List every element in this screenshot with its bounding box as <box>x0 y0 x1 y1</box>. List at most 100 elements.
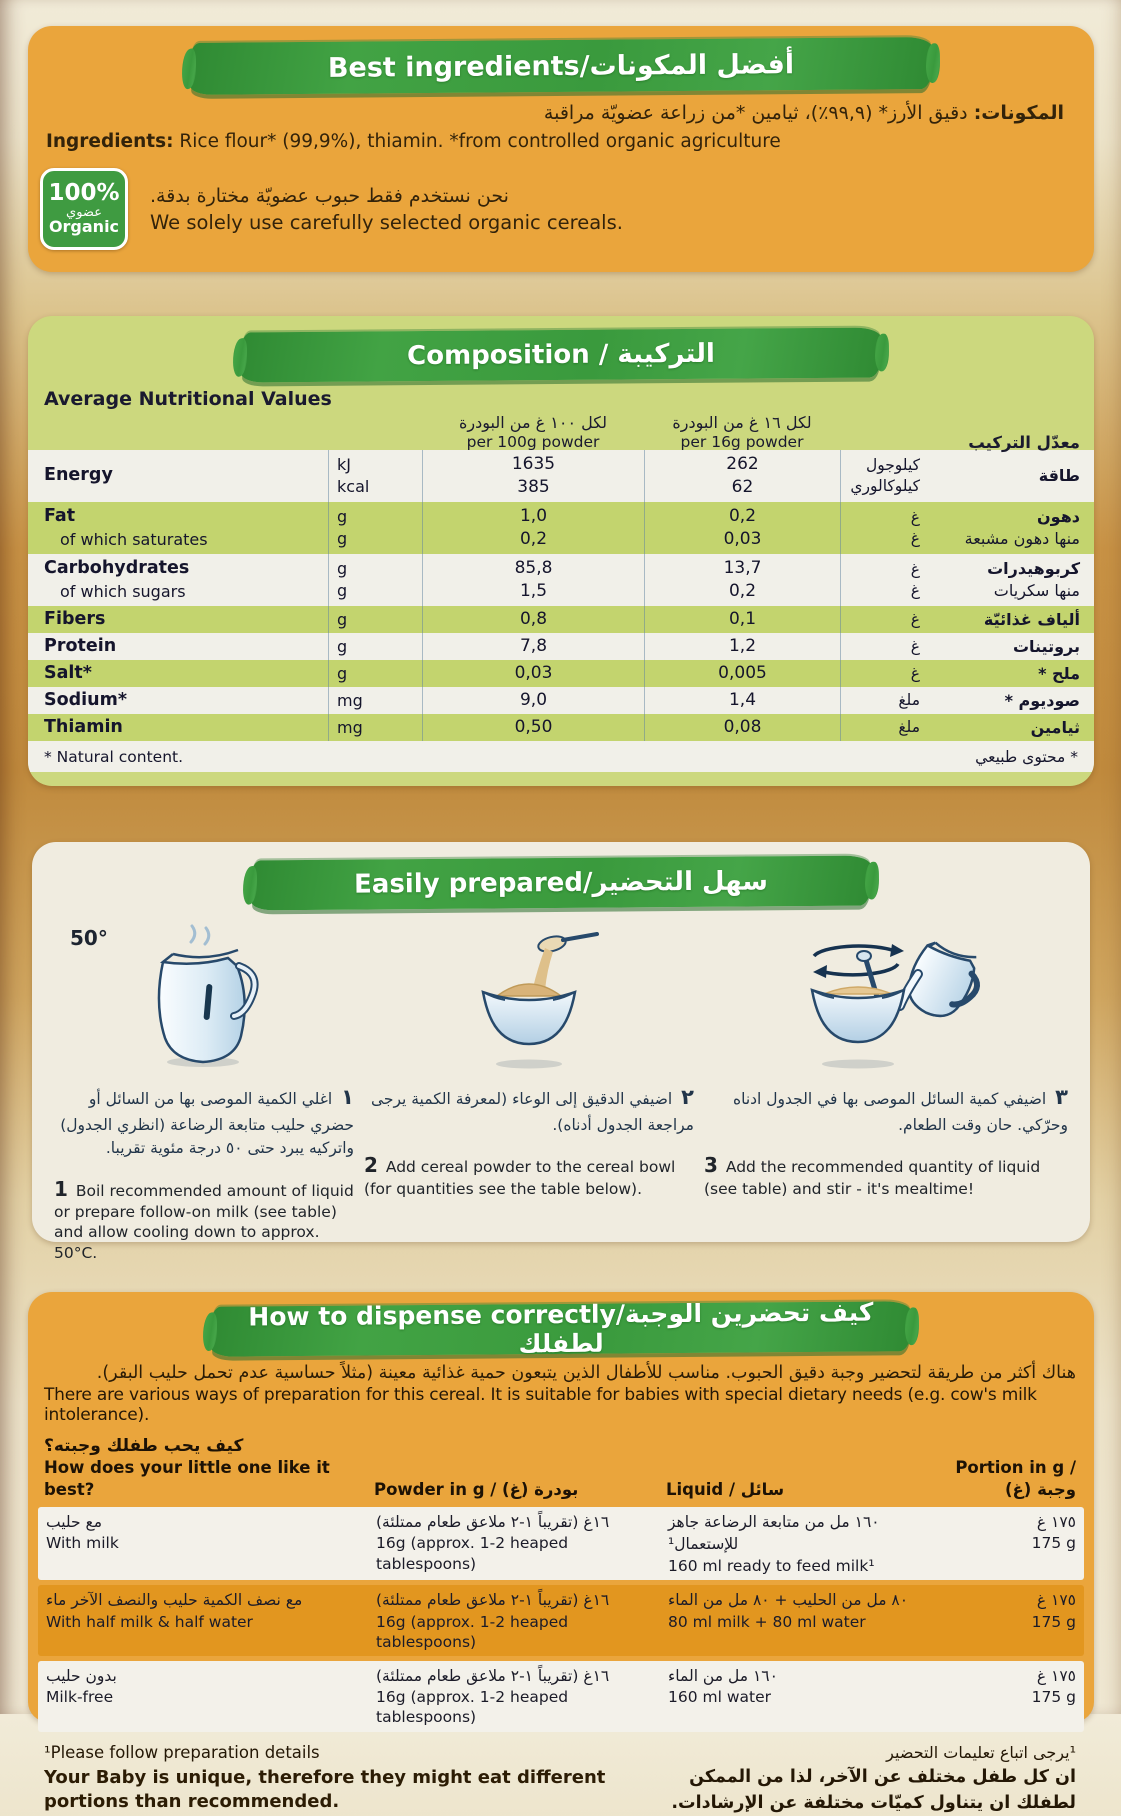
row-label: Thiamin <box>44 716 123 737</box>
best-ingredients-panel: Best ingredients/أفضل المكونات المكونات:… <box>28 26 1094 272</box>
step-2-en: Add cereal powder to the cereal bowl (fo… <box>364 1158 676 1198</box>
portion-en: 175 g <box>1031 1688 1076 1707</box>
col-portion-header: Portion in g / وجبة (غ) <box>955 1458 1076 1499</box>
col-how-header: كيف يحب طفلك وجبته؟ How does your little… <box>44 1435 374 1500</box>
ingredients-label-en: Ingredients: <box>46 131 174 152</box>
row-label-ar: ثيامين <box>1030 717 1080 737</box>
best-ingredients-header: Best ingredients/أفضل المكونات <box>189 37 933 95</box>
unit-en: kcal <box>337 477 370 496</box>
unit-en: mg <box>337 717 363 737</box>
dispense-title: How to dispense correctly/كيف تحضرين الو… <box>248 1297 874 1359</box>
footnote-ar: * محتوى طبيعي <box>975 747 1078 766</box>
jug-50-icon <box>54 920 354 1072</box>
easily-prepared-title: Easily prepared/سهل التحضير <box>353 866 769 900</box>
col-liquid-header: Liquid / سائل <box>666 1479 785 1499</box>
table-row-fibers: Fibers g 0,8 0,1 غ ألياف غذائيّة <box>28 606 1094 633</box>
powder-en: 16g (approx. 1-2 heaped tablespoons) <box>376 1688 569 1727</box>
value-per100: 1,0 <box>519 506 548 527</box>
liquid-ar: ٨٠ مل من الحليب + ٨٠ مل من الماء <box>668 1591 909 1610</box>
unit-ar: غ <box>910 664 920 683</box>
value-per100: 85,8 <box>514 558 553 579</box>
step-3-number-ar: ٣ <box>1055 1085 1068 1109</box>
composition-column-headers: Average Nutritional Values لكل ١٠٠ غ من … <box>28 388 1094 452</box>
per-100g-en: per 100g powder <box>466 433 600 451</box>
unit-en: g <box>337 581 348 600</box>
row-label-ar: كربوهيدرات <box>987 559 1080 579</box>
value-per16: 13,7 <box>723 558 762 579</box>
ingredients-line-english: Ingredients: Rice flour* (99,9%), thiami… <box>28 124 1094 152</box>
step-2-text-arabic: ٢ اضيفي الدقيق إلى الوعاء (لمعرفة الكمية… <box>364 1082 694 1137</box>
footnote-en-bold: Your Baby is unique, therefore they migh… <box>44 1766 606 1812</box>
step-2-number-ar: ٢ <box>681 1085 694 1109</box>
organic-notes: نحن نستخدم فقط حبوب عضويّة مختارة بدقة. … <box>150 185 1050 234</box>
portion-ar: ١٧٥ غ <box>1036 1666 1076 1685</box>
portion-en: 175 g <box>1031 1534 1076 1553</box>
value-per16: 0,005 <box>718 663 767 684</box>
how-en: With milk <box>46 1534 119 1553</box>
table-row-protein: Protein g 7,8 1,2 غ بروتينات <box>28 633 1094 660</box>
step-2-ar: اضيفي الدقيق إلى الوعاء (لمعرفة الكمية ي… <box>370 1090 694 1134</box>
col-how-en: How does your little one like it best? <box>44 1458 330 1499</box>
row-sublabel-ar: منها سكريات <box>993 581 1080 600</box>
dispense-table-header: كيف يحب طفلك وجبته؟ How does your little… <box>28 1435 1094 1500</box>
step-1-number-en: 1 <box>54 1176 68 1201</box>
package-back-panel: { "best_ingredients": { "header": "Best … <box>0 0 1121 1714</box>
table-row-half-milk-half-water: مع نصف الكمية حليب والنصف الآخر ماء With … <box>38 1585 1084 1656</box>
avg-nutritional-values-title: Average Nutritional Values <box>44 388 332 410</box>
value-per16: 0,08 <box>723 717 762 738</box>
row-sublabel: of which saturates <box>60 530 208 550</box>
row-label-ar: ألياف غذائيّة <box>983 609 1080 629</box>
value-per100: 7,8 <box>519 636 548 657</box>
row-label-ar: ملح * <box>1038 663 1080 683</box>
footnote-ar-bold: ان كل طفل مختلف عن الآخر، لذا من الممكن … <box>671 1766 1076 1813</box>
how-en: Milk-free <box>46 1688 114 1707</box>
table-row-with-milk: مع حليب With milk ١٦غ (تقريباً ١-٢ ملاعق … <box>38 1506 1084 1581</box>
step-1-text-english: 1 Boil recommended amount of liquid or p… <box>54 1176 354 1264</box>
how-en: With half milk & half water <box>46 1612 253 1631</box>
table-row-sodium: Sodium* mg 9,0 1,4 ملغ صوديوم * <box>28 687 1094 714</box>
value-per16: 62 <box>731 477 754 497</box>
value-per16: 0,2 <box>728 581 757 601</box>
value-per100: 9,0 <box>519 690 548 711</box>
nutrition-footnote: * Natural content. * محتوى طبيعي <box>28 741 1094 772</box>
value-per16: 1,4 <box>728 690 757 711</box>
easily-prepared-header: Easily prepared/سهل التحضير <box>250 855 872 911</box>
unit-en: g <box>337 609 348 629</box>
step-1-text-arabic: ١ اغلي الكمية الموصى بها من السائل أو حض… <box>54 1082 354 1160</box>
step-2-text-english: 2 Add cereal powder to the cereal bowl (… <box>364 1152 694 1199</box>
unit-ar: كيلوجول <box>865 456 920 475</box>
row-label: Salt* <box>44 662 92 683</box>
unit-en: mg <box>337 690 363 710</box>
row-label: Carbohydrates <box>44 558 190 579</box>
footnote-en-prep: ¹Please follow preparation details <box>44 1742 320 1762</box>
best-ingredients-title: Best ingredients/أفضل المكونات <box>327 48 795 84</box>
col-how-ar: كيف يحب طفلك وجبته؟ <box>44 1436 244 1456</box>
unit-en: g <box>337 663 348 683</box>
per-100g-ar: لكل ١٠٠ غ من البودرة <box>459 413 607 432</box>
unit-en: g <box>337 636 348 656</box>
table-row-milk-free: بدون حليب Milk-free ١٦غ (تقريباً ١-٢ ملاع… <box>38 1660 1084 1732</box>
nutrition-table: Energy kJ kcal 1635 385 262 62 كيلوجول كيلوك… <box>28 450 1094 741</box>
footnote-arabic: ¹يرجى اتباع تعليمات التحضير ان كل طفل مخ… <box>643 1743 1076 1816</box>
unit-ar: ملغ <box>898 718 920 737</box>
row-label-ar: دهون <box>1037 507 1080 527</box>
step-3-en: Add the recommended quantity of liquid (… <box>704 1158 1041 1198</box>
per-16g-en: per 16g powder <box>680 433 804 451</box>
footnote-english: ¹Please follow preparation details Your … <box>44 1743 643 1816</box>
value-per16: 262 <box>726 454 759 475</box>
unit-ar: غ <box>910 560 920 579</box>
step-2: ٢ اضيفي الدقيق إلى الوعاء (لمعرفة الكمية… <box>364 920 694 1279</box>
powder-en: 16g (approx. 1-2 heaped tablespoons) <box>376 1612 569 1651</box>
value-per16: 0,03 <box>723 529 762 549</box>
step-3: ٣ اضيفي كمية السائل الموصى بها في الجدول… <box>704 920 1068 1279</box>
row-label: Fibers <box>44 608 106 629</box>
preparation-steps: 50° ١ اغلي الكمية المو <box>32 908 1090 1279</box>
ingredients-label-ar: المكونات: <box>973 102 1064 124</box>
temperature-label: 50° <box>70 926 108 950</box>
table-row-salt: Salt* g 0,03 0,005 غ ملح * <box>28 660 1094 687</box>
badge-percent: 100% <box>48 180 120 207</box>
unit-ar: غ <box>910 581 920 599</box>
liquid-en: 160 ml ready to feed milk¹ <box>668 1556 875 1575</box>
unit-en: kJ <box>337 455 351 475</box>
table-row-thiamin: Thiamin mg 0,50 0,08 ملغ ثيامين <box>28 714 1094 741</box>
